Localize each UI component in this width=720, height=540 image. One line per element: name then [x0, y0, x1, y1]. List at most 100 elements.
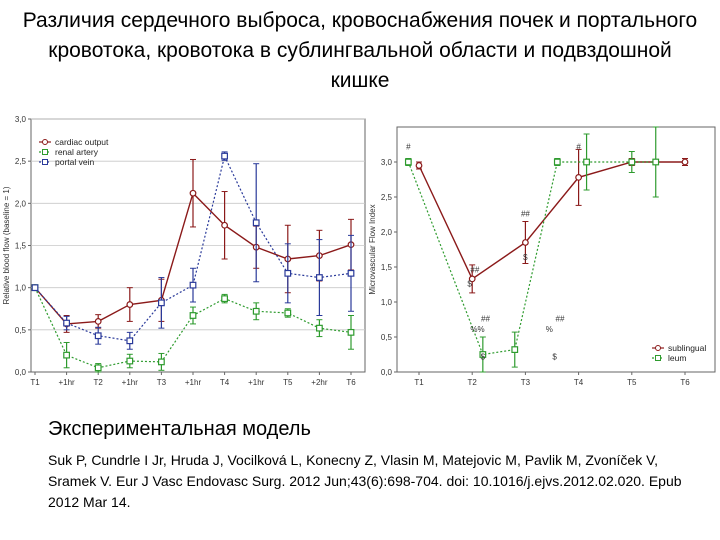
- data-point: [479, 351, 487, 358]
- data-point: [404, 158, 412, 166]
- legend-label: portal vein: [55, 157, 94, 167]
- data-point: [31, 284, 39, 292]
- legend-marker: [655, 345, 661, 351]
- y-tick-label: 0,5: [381, 333, 393, 342]
- y-tick-label: 1,5: [381, 263, 393, 272]
- x-tick-label: +1hr: [58, 378, 75, 387]
- data-point: [628, 158, 636, 166]
- x-tick-label: +1hr: [122, 378, 139, 387]
- x-tick-label: T4: [574, 378, 584, 387]
- legend-label: leum: [668, 353, 686, 363]
- charts-figure: 0,0 0,5 1,0 1,5 2,0 2,5 3,0 Relative blood flow…: [2, 115, 716, 387]
- data-point: [158, 299, 165, 307]
- data-point: [575, 173, 582, 181]
- data-point: [126, 337, 134, 345]
- y-tick-label: 1,0: [15, 284, 27, 293]
- data-point: [189, 312, 197, 319]
- significance-mark: ##: [556, 315, 565, 324]
- data-point: [189, 189, 197, 197]
- y-axis-label: Relative blood flow (baseline = 1): [2, 186, 11, 304]
- legend-marker: [42, 159, 48, 165]
- data-point: [126, 357, 134, 365]
- data-point: [681, 158, 689, 166]
- x-tick-label: T6: [346, 378, 356, 387]
- data-point: [511, 346, 519, 353]
- data-point: [316, 274, 323, 281]
- left-chart: 0,0 0,5 1,0 1,5 2,0 2,5 3,0 Relative blood flow…: [2, 115, 366, 387]
- data-point: [94, 332, 102, 340]
- data-point: [126, 301, 134, 308]
- x-tick-label: +1hr: [248, 378, 265, 387]
- x-tick-label: T1: [414, 378, 424, 387]
- x-tick-label: +2hr: [311, 378, 328, 387]
- y-tick-label: 0,0: [381, 368, 393, 377]
- y-tick-label: 2,5: [381, 193, 393, 202]
- data-point: [94, 318, 102, 325]
- x-tick-label: +1hr: [185, 378, 202, 387]
- y-tick-label: 3,0: [381, 158, 393, 167]
- data-point: [316, 324, 323, 332]
- series-line-leum: [407, 161, 656, 356]
- y-tick-label: 1,0: [381, 298, 393, 307]
- data-point: [252, 307, 260, 315]
- model-caption: Экспериментальная модель: [48, 418, 311, 440]
- data-point: [221, 295, 229, 303]
- data-point: [252, 219, 260, 227]
- y-axis-label: Microvascular Flow Index: [368, 204, 377, 294]
- legend-label: renal artery: [55, 147, 99, 157]
- significance-mark: ##: [470, 266, 479, 275]
- legend-marker: [42, 149, 48, 155]
- x-tick-label: T2: [468, 378, 478, 387]
- significance-mark: %: [546, 325, 553, 334]
- x-tick-label: T1: [30, 378, 40, 387]
- significance-mark: #: [576, 142, 581, 151]
- significance-mark: $: [552, 352, 557, 361]
- data-point: [189, 281, 197, 289]
- data-point: [583, 158, 590, 166]
- data-point: [652, 158, 660, 166]
- legend-label: cardiac output: [55, 137, 109, 147]
- x-tick-label: T5: [627, 378, 637, 387]
- y-tick-label: 2,0: [381, 228, 393, 237]
- legend-marker: [655, 355, 661, 361]
- x-tick-label: T3: [157, 378, 167, 387]
- y-tick-label: 1,5: [15, 242, 27, 251]
- data-point: [63, 351, 70, 359]
- data-point: [347, 328, 355, 336]
- y-tick-label: 0,0: [15, 368, 27, 377]
- data-point: [221, 221, 229, 229]
- data-point: [415, 162, 423, 169]
- data-point: [284, 269, 292, 277]
- y-tick-label: 2,5: [15, 157, 27, 166]
- slide-title: Различия сердечного выброса, кровоснабже…: [22, 9, 698, 92]
- data-point: [158, 358, 165, 366]
- data-point: [347, 269, 355, 277]
- data-point: [221, 152, 229, 160]
- significance-mark: %%: [470, 325, 484, 334]
- y-tick-label: 3,0: [15, 115, 27, 124]
- data-point: [63, 319, 70, 327]
- right-chart: 0,0 0,5 1,0 1,5 2,0 2,5 3,0 Microvascular Flow …: [368, 126, 716, 387]
- x-tick-label: T6: [680, 378, 690, 387]
- data-point: [284, 309, 292, 317]
- significance-mark: #: [406, 142, 411, 151]
- data-point: [468, 275, 476, 283]
- legend-label: sublingual: [668, 343, 706, 353]
- x-tick-label: T2: [94, 378, 104, 387]
- series-line-sublingual: [418, 161, 685, 280]
- significance-mark: ##: [521, 210, 530, 219]
- data-point: [94, 364, 102, 372]
- significance-mark: $: [467, 280, 472, 289]
- significance-mark: $: [523, 253, 528, 262]
- significance-mark: $: [481, 352, 486, 361]
- y-tick-label: 2,0: [15, 199, 27, 208]
- x-tick-label: T4: [220, 378, 230, 387]
- x-tick-label: T3: [521, 378, 531, 387]
- y-tick-label: 0,5: [15, 326, 27, 335]
- data-point: [553, 158, 561, 166]
- significance-mark: ##: [481, 315, 490, 324]
- legend-marker: [42, 139, 48, 145]
- plot-frame: [396, 126, 716, 373]
- x-tick-label: T5: [283, 378, 293, 387]
- citation: Suk P, Cundrle I Jr, Hruda J, Vocilková …: [48, 452, 682, 510]
